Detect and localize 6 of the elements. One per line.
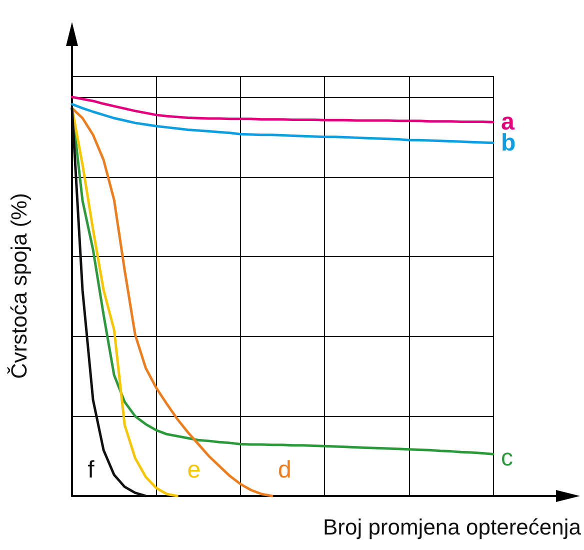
series-label: e: [187, 456, 201, 484]
x-axis-title: Broj promjena opterećenja: [322, 514, 582, 540]
y-axis-title: Čvrstoća spoja (%): [6, 193, 32, 379]
series-label: f: [88, 456, 95, 484]
series-label: d: [278, 456, 292, 484]
series-label: c: [501, 444, 513, 472]
